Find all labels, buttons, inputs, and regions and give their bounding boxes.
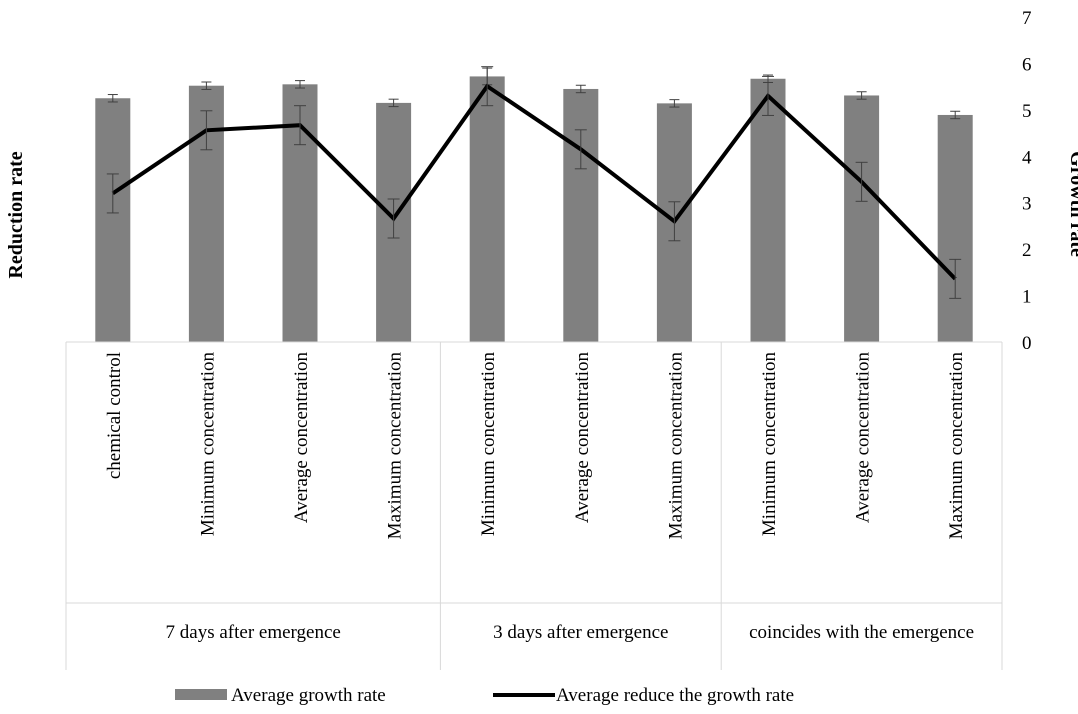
y-tick-label: 1 [1022,287,1032,308]
line-error-2 [200,110,213,151]
bar-10 [937,114,973,342]
bar-error-7 [669,99,680,108]
category-label-5: Minimum concentration [478,352,499,537]
category-label-1: chemical control [104,352,125,479]
line-series [111,83,957,281]
bar-error-9 [856,91,867,100]
category-label-7: Maximum concentration [665,352,686,540]
category-labels: chemical control Minimum concentration Ave… [104,352,967,540]
line-error-4 [387,198,400,239]
bar-error-1 [107,94,118,103]
category-label-10: Maximum concentration [946,352,967,540]
legend-swatch-bar [175,689,227,700]
line-error-bars [106,66,962,299]
bar-1 [95,98,131,342]
line-error-8 [762,75,774,116]
bar-8 [750,78,786,342]
legend-label-line: Average reduce the growth rate [556,685,794,706]
line-error-1 [106,173,119,214]
group-label-1: 7 days after emergence [166,622,341,643]
y-tick-label: 6 [1022,54,1032,75]
category-label-4: Maximum concentration [385,352,406,540]
right-axis-ticks: 0 1 2 3 4 5 6 7 [1022,8,1032,354]
category-axis-frame [65,341,1003,670]
bar-5 [469,76,505,342]
y-tick-label: 7 [1022,8,1032,29]
left-axis-title: Reduction rate [5,151,27,278]
bar-9 [844,95,880,342]
group-label-2: 3 days after emergence [493,622,668,643]
right-axis-title: Growth rate [1066,151,1078,257]
bar-error-bars [107,67,961,120]
line-error-6 [574,129,587,170]
line-error-9 [855,161,868,202]
category-label-9: Average concentration [853,352,874,524]
bar-error-2 [201,81,212,90]
category-label-3: Average concentration [291,352,312,524]
category-label-8: Minimum concentration [759,352,780,537]
category-label-2: Minimum concentration [197,352,218,537]
y-tick-label: 0 [1022,333,1032,354]
group-label-3: coincides with the emergence [749,622,974,643]
line-error-7 [668,201,681,242]
group-labels: 7 days after emergence 3 days after emerg… [166,622,975,643]
reduce-rate-line [111,83,957,281]
y-tick-label: 4 [1022,147,1032,168]
bar-error-4 [388,98,399,108]
y-tick-label: 3 [1022,194,1032,215]
bar-error-6 [575,84,586,94]
bar-error-10 [950,110,961,120]
line-error-10 [949,258,962,299]
line-error-5 [481,66,494,107]
y-tick-label: 2 [1022,240,1032,261]
bar-error-3 [295,80,305,89]
bar-6 [563,88,599,342]
line-error-3 [294,105,306,146]
y-tick-label: 5 [1022,101,1032,122]
legend: Average growth rate Average reduce the g… [175,685,794,706]
legend-label-bar: Average growth rate [231,685,386,706]
category-label-6: Average concentration [572,352,593,524]
